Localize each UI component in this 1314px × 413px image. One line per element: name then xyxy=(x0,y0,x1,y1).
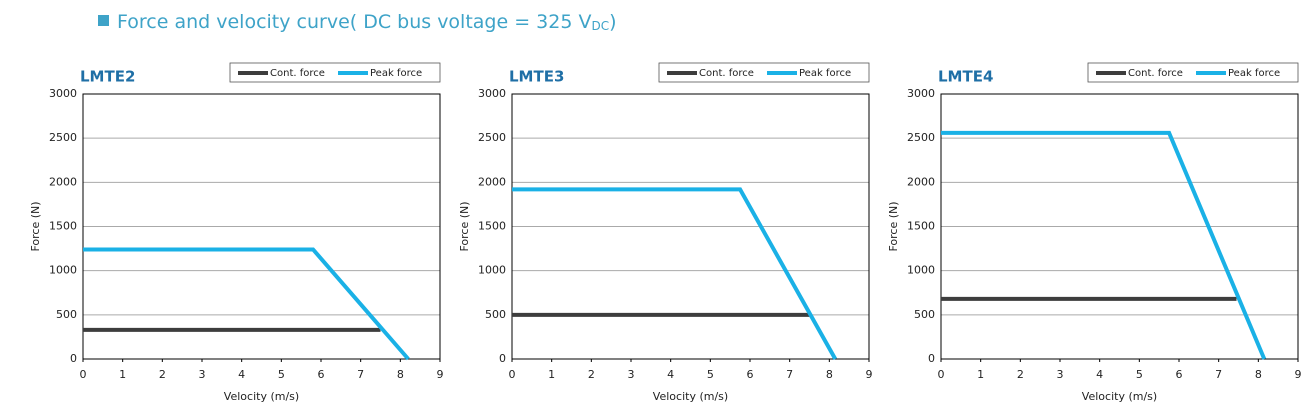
legend-label: Cont. force xyxy=(699,68,754,79)
y-tick-label: 500 xyxy=(914,308,935,321)
y-tick-label: 1500 xyxy=(49,220,77,233)
x-tick-label: 9 xyxy=(866,368,873,381)
chart: 0 500 1000 1500 2000 2500 3000 0 1 2 3 4 5 6 7 8 9 Veloci… xyxy=(458,62,873,403)
x-tick-label: 6 xyxy=(318,368,325,381)
x-tick-label: 4 xyxy=(667,368,674,381)
y-tick-label: 2500 xyxy=(907,131,935,144)
y-tick-label: 2500 xyxy=(49,131,77,144)
page-title: Force and velocity curve( DC bus voltage… xyxy=(117,11,617,33)
x-tick-label: 5 xyxy=(1136,368,1143,381)
x-tick-label: 3 xyxy=(199,368,206,381)
x-tick-label: 4 xyxy=(238,368,245,381)
y-tick-label: 0 xyxy=(70,352,77,365)
x-tick-label: 8 xyxy=(826,368,833,381)
y-tick-label: 1500 xyxy=(907,220,935,233)
x-tick-label: 7 xyxy=(1215,368,1222,381)
legend-label: Peak force xyxy=(799,68,851,79)
chart-title: LMTE2 xyxy=(80,68,135,86)
y-tick-label: 0 xyxy=(928,352,935,365)
x-tick-label: 5 xyxy=(278,368,285,381)
chart-title: LMTE4 xyxy=(938,68,993,86)
x-axis-label: Velocity (m/s) xyxy=(1082,390,1157,403)
series-line xyxy=(83,247,410,361)
x-tick-label: 8 xyxy=(397,368,404,381)
x-tick-label: 9 xyxy=(437,368,444,381)
x-tick-label: 0 xyxy=(938,368,945,381)
legend-label: Cont. force xyxy=(270,68,325,79)
y-tick-label: 0 xyxy=(499,352,506,365)
y-tick-label: 2000 xyxy=(478,175,506,188)
title-subscript: DC xyxy=(591,19,609,33)
legend-label: Cont. force xyxy=(1128,68,1183,79)
x-tick-label: 1 xyxy=(119,368,126,381)
y-tick-label: 1000 xyxy=(478,264,506,277)
x-tick-label: 2 xyxy=(1017,368,1024,381)
y-tick-label: 3000 xyxy=(478,87,506,100)
y-tick-label: 1500 xyxy=(478,220,506,233)
x-tick-label: 6 xyxy=(747,368,754,381)
x-tick-label: 8 xyxy=(1255,368,1262,381)
plot-frame xyxy=(940,93,1299,360)
x-tick-label: 6 xyxy=(1176,368,1183,381)
y-tick-label: 500 xyxy=(485,308,506,321)
x-tick-label: 7 xyxy=(357,368,364,381)
y-axis-label: Force (N) xyxy=(29,201,42,251)
title-end: ) xyxy=(609,11,616,33)
chart: 0 500 1000 1500 2000 2500 3000 0 1 2 3 4 5 6 7 8 9 Veloci… xyxy=(887,62,1302,403)
legend-label: Peak force xyxy=(370,68,422,79)
x-tick-label: 2 xyxy=(159,368,166,381)
x-tick-label: 3 xyxy=(628,368,635,381)
x-tick-label: 1 xyxy=(548,368,555,381)
x-tick-label: 0 xyxy=(509,368,516,381)
legend-label: Peak force xyxy=(1228,68,1280,79)
plot-frame xyxy=(82,93,441,360)
series-line xyxy=(512,187,838,360)
x-tick-label: 9 xyxy=(1295,368,1302,381)
x-axis-label: Velocity (m/s) xyxy=(653,390,728,403)
chart-title: LMTE3 xyxy=(509,68,564,86)
x-tick-label: 2 xyxy=(588,368,595,381)
y-tick-label: 2000 xyxy=(907,175,935,188)
series-line xyxy=(941,130,1267,360)
x-tick-label: 5 xyxy=(707,368,714,381)
y-tick-label: 3000 xyxy=(907,87,935,100)
y-tick-label: 500 xyxy=(56,308,77,321)
chart: 0 500 1000 1500 2000 2500 3000 0 1 2 3 4 5 6 7 8 9 Veloci… xyxy=(29,62,444,403)
y-tick-label: 1000 xyxy=(907,264,935,277)
x-tick-label: 7 xyxy=(786,368,793,381)
x-tick-label: 0 xyxy=(80,368,87,381)
x-tick-label: 1 xyxy=(977,368,984,381)
x-tick-label: 4 xyxy=(1096,368,1103,381)
y-axis-label: Force (N) xyxy=(887,201,900,251)
legend-box xyxy=(1087,62,1299,83)
x-axis-label: Velocity (m/s) xyxy=(224,390,299,403)
y-axis-label: Force (N) xyxy=(458,201,471,251)
y-tick-label: 3000 xyxy=(49,87,77,100)
legend-box xyxy=(229,62,441,83)
y-tick-label: 1000 xyxy=(49,264,77,277)
plot-frame xyxy=(511,93,870,360)
title-main: Force and velocity curve( DC bus voltage… xyxy=(117,11,591,33)
y-tick-label: 2500 xyxy=(478,131,506,144)
y-tick-label: 2000 xyxy=(49,175,77,188)
bullet xyxy=(98,15,109,26)
legend-box xyxy=(658,62,870,83)
x-tick-label: 3 xyxy=(1057,368,1064,381)
